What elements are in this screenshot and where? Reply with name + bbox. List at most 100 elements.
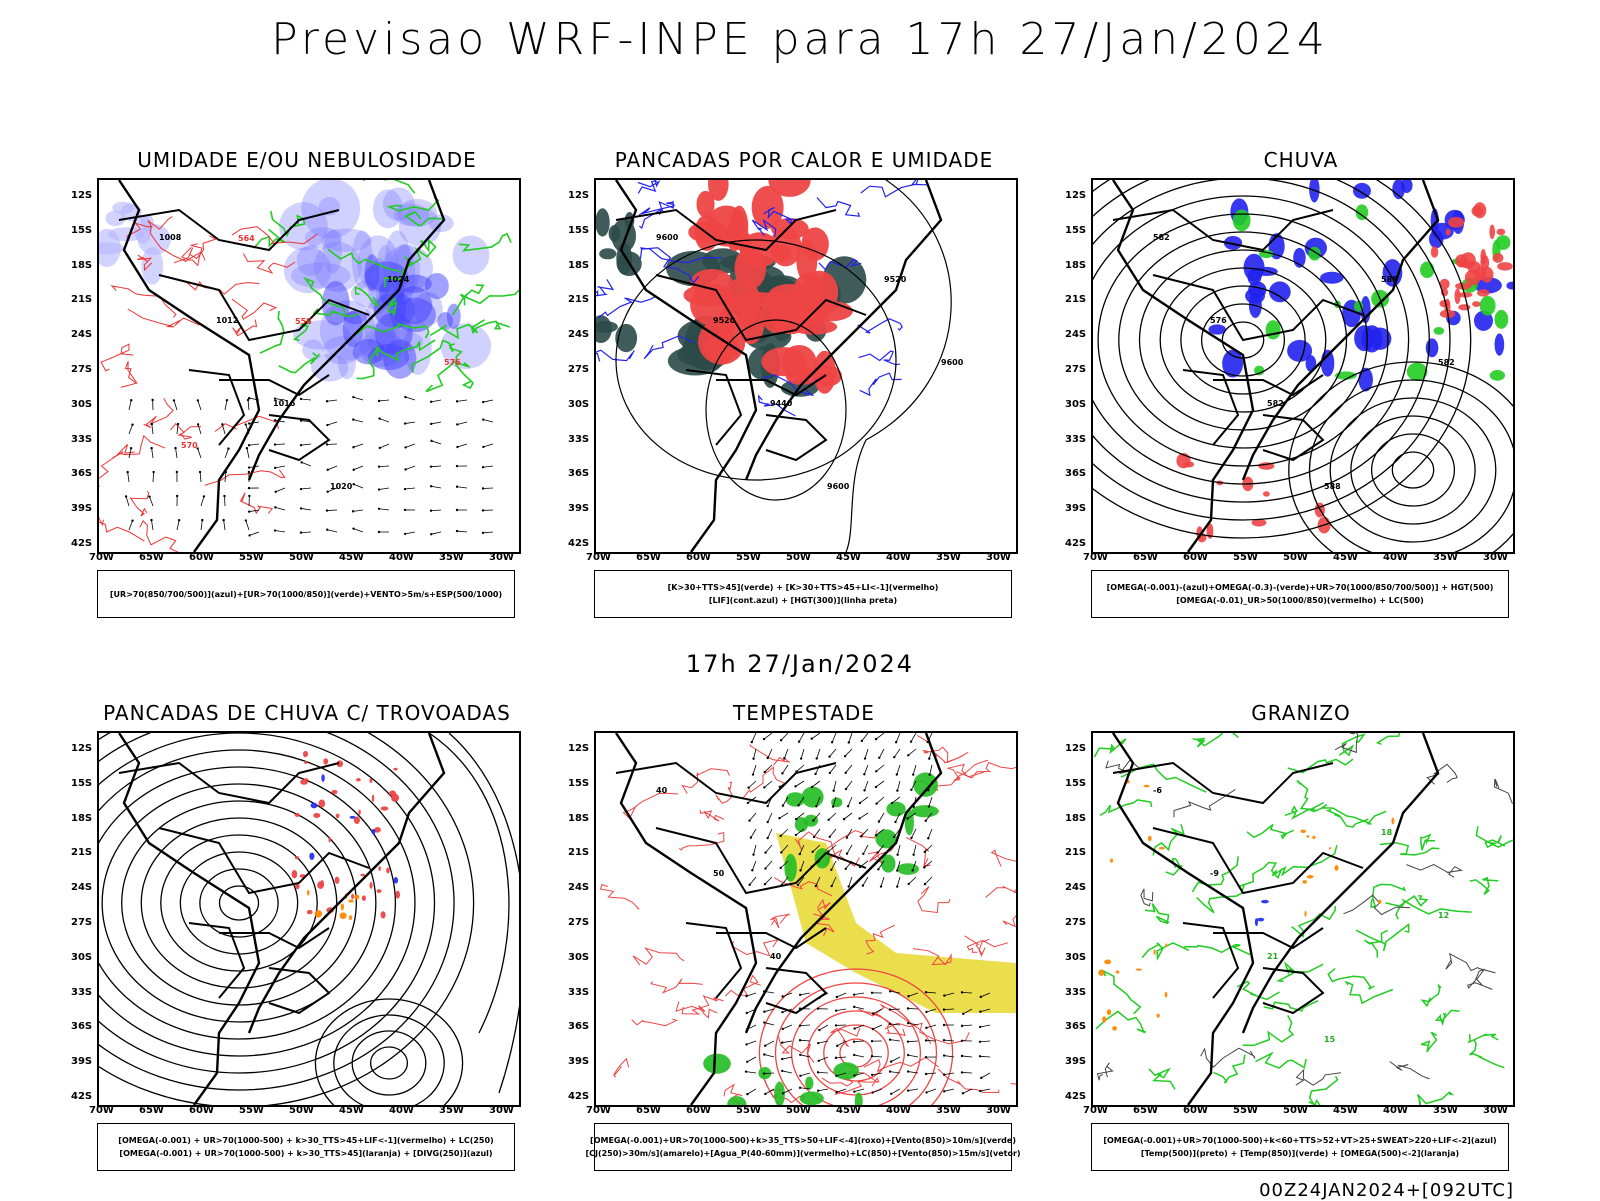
latitude-label: 27S [568, 364, 589, 375]
latitude-label: 39S [568, 503, 589, 514]
longitude-label: 60W [686, 552, 711, 563]
legend-line: [OMEGA(-0.001)+UR>70(1000-500)+k>35_TTS>… [590, 1134, 1016, 1147]
longitude-label: 60W [1183, 552, 1208, 563]
contour-label: 570 [181, 441, 198, 450]
panel-legend: [OMEGA(-0.001)-(azul)+OMEGA(-0.3)-(verde… [1091, 570, 1509, 618]
legend-line: [LIF](cont.azul) + [HGT(300)](linha pret… [709, 594, 897, 607]
contour-label: 588 [1381, 275, 1398, 284]
longitude-label: 50W [289, 1105, 314, 1116]
latitude-label: 36S [568, 468, 589, 479]
latitude-label: 36S [1065, 1021, 1086, 1032]
longitude-label: 30W [1483, 552, 1508, 563]
latitude-label: 27S [71, 364, 92, 375]
contour-label: 576 [444, 358, 461, 367]
latitude-label: 39S [71, 503, 92, 514]
longitude-label: 45W [836, 1105, 861, 1116]
longitude-label: 35W [1433, 1105, 1458, 1116]
longitude-label: 35W [439, 552, 464, 563]
longitude-label: 70W [1083, 552, 1108, 563]
longitude-label: 70W [89, 1105, 114, 1116]
main-title: Previsao WRF-INPE para 17h 27/Jan/2024 [0, 14, 1600, 65]
legend-line: [UR>70(850/700/500)](azul)+[UR>70(1000/8… [110, 588, 502, 601]
longitude-label: 50W [1283, 552, 1308, 563]
longitude-label: 45W [339, 1105, 364, 1116]
latitude-label: 21S [568, 294, 589, 305]
latitude-label: 36S [71, 1021, 92, 1032]
contour-label: 21 [1267, 952, 1279, 961]
longitude-label: 70W [586, 552, 611, 563]
longitude-label: 40W [886, 1105, 911, 1116]
latitude-label: 12S [71, 743, 92, 754]
longitude-label: 45W [339, 552, 364, 563]
latitude-label: 24S [1065, 329, 1086, 340]
contour-label: 558 [295, 317, 312, 326]
latitude-label: 24S [71, 329, 92, 340]
longitude-label: 65W [139, 1105, 164, 1116]
contour-label: 15 [1324, 1035, 1336, 1044]
panel-legend: [K>30+TTS>45](verde) + [K>30+TTS>45+LI<-… [594, 570, 1012, 618]
contour-label: 1020 [330, 482, 353, 491]
latitude-label: 42S [1065, 1091, 1086, 1102]
latitude-label: 33S [568, 987, 589, 998]
latitude-label: 39S [1065, 1056, 1086, 1067]
latitude-label: 12S [71, 190, 92, 201]
latitude-label: 33S [568, 434, 589, 445]
longitude-label: 60W [189, 1105, 214, 1116]
longitude-label: 35W [1433, 552, 1458, 563]
latitude-label: 30S [568, 952, 589, 963]
panel-title: PANCADAS POR CALOR E UMIDADE [594, 148, 1014, 172]
latitude-label: 15S [568, 778, 589, 789]
latitude-label: 12S [568, 190, 589, 201]
contour-label: 40 [656, 786, 668, 795]
longitude-label: 55W [239, 552, 264, 563]
contour-label: 9520 [713, 316, 736, 325]
longitude-label: 70W [586, 1105, 611, 1116]
longitude-label: 40W [389, 552, 414, 563]
latitude-label: 24S [568, 882, 589, 893]
longitude-label: 55W [239, 1105, 264, 1116]
longitude-label: 60W [1183, 1105, 1208, 1116]
latitude-label: 18S [1065, 260, 1086, 271]
legend-line: [Temp(500)](preto) + [Temp(850)](verde) … [1141, 1147, 1459, 1160]
longitude-label: 30W [986, 552, 1011, 563]
panel-legend: [OMEGA(-0.001)+UR>70(1000-500)+k>35_TTS>… [594, 1123, 1012, 1171]
latitude-label: 36S [71, 468, 92, 479]
longitude-label: 55W [736, 552, 761, 563]
contour-label: 588 [1324, 482, 1341, 491]
latitude-label: 21S [1065, 847, 1086, 858]
legend-line: [OMEGA(-0.01)_UR>50(1000/850)(vermelho) … [1176, 594, 1424, 607]
longitude-label: 55W [1233, 552, 1258, 563]
longitude-label: 35W [936, 552, 961, 563]
legend-line: [K>30+TTS>45](verde) + [K>30+TTS>45+LI<-… [668, 581, 939, 594]
legend-line: [OMEGA(-0.001) + UR>70(1000-500) + k>30_… [119, 1147, 492, 1160]
contour-label: 40 [770, 952, 782, 961]
latitude-label: 30S [568, 399, 589, 410]
legend-line: [OMEGA(-0.001) + UR>70(1000-500) + k>30_… [118, 1134, 493, 1147]
latitude-label: 27S [1065, 917, 1086, 928]
longitude-label: 45W [1333, 1105, 1358, 1116]
latitude-label: 21S [1065, 294, 1086, 305]
longitude-label: 30W [489, 1105, 514, 1116]
contour-label: 1024 [387, 275, 410, 284]
contour-label: 576 [1210, 316, 1227, 325]
longitude-label: 55W [1233, 1105, 1258, 1116]
longitude-label: 65W [636, 1105, 661, 1116]
latitude-label: 18S [568, 260, 589, 271]
panel-title: TEMPESTADE [594, 701, 1014, 725]
contour-label: -9 [1210, 869, 1219, 878]
latitude-label: 27S [71, 917, 92, 928]
longitude-label: 30W [1483, 1105, 1508, 1116]
longitude-label: 35W [439, 1105, 464, 1116]
longitude-label: 40W [1383, 552, 1408, 563]
latitude-label: 18S [568, 813, 589, 824]
latitude-label: 42S [1065, 538, 1086, 549]
latitude-label: 30S [71, 952, 92, 963]
longitude-label: 30W [986, 1105, 1011, 1116]
